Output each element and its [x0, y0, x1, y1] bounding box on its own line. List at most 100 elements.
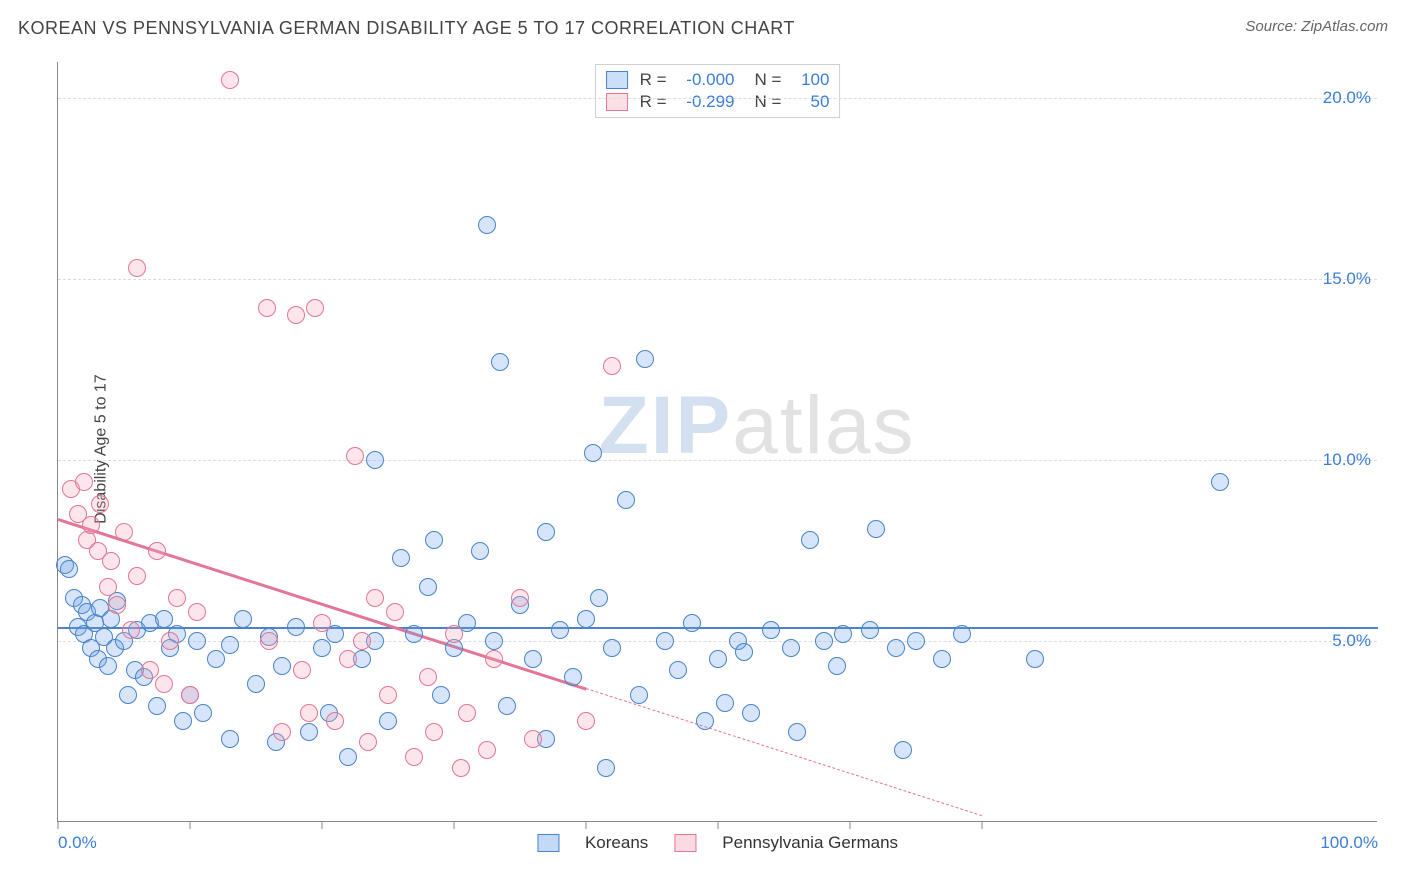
scatter-point [478, 216, 496, 234]
scatter-point [128, 567, 146, 585]
stat-r-value: -0.000 [675, 70, 735, 90]
scatter-point [788, 723, 806, 741]
scatter-point [419, 578, 437, 596]
scatter-point [273, 657, 291, 675]
chart-title: KOREAN VS PENNSYLVANIA GERMAN DISABILITY… [18, 18, 795, 39]
scatter-point [524, 730, 542, 748]
gridline [58, 279, 1377, 280]
scatter-point [258, 299, 276, 317]
scatter-point [524, 650, 542, 668]
scatter-point [108, 596, 126, 614]
scatter-point [188, 603, 206, 621]
scatter-point [174, 712, 192, 730]
x-tick [850, 821, 851, 829]
x-tick-label: 0.0% [58, 833, 97, 853]
scatter-point [419, 668, 437, 686]
plot-area: ZIPatlas R =-0.000N =100R =-0.299N =50 K… [57, 62, 1377, 822]
scatter-point [603, 639, 621, 657]
scatter-point [617, 491, 635, 509]
scatter-point [405, 625, 423, 643]
scatter-point [155, 675, 173, 693]
scatter-point [313, 639, 331, 657]
scatter-point [141, 661, 159, 679]
scatter-point [683, 614, 701, 632]
scatter-point [379, 686, 397, 704]
scatter-point [247, 675, 265, 693]
scatter-point [122, 621, 140, 639]
scatter-point [491, 353, 509, 371]
scatter-point [432, 686, 450, 704]
scatter-point [425, 531, 443, 549]
scatter-point [458, 704, 476, 722]
scatter-point [696, 712, 714, 730]
scatter-point [326, 712, 344, 730]
scatter-point [366, 589, 384, 607]
scatter-point [887, 639, 905, 657]
scatter-point [933, 650, 951, 668]
scatter-point [260, 632, 278, 650]
scatter-point [511, 589, 529, 607]
scatter-point [300, 704, 318, 722]
scatter-point [339, 748, 357, 766]
scatter-point [452, 759, 470, 777]
regression-line [586, 688, 982, 816]
scatter-point [742, 704, 760, 722]
chart-header: KOREAN VS PENNSYLVANIA GERMAN DISABILITY… [0, 0, 1406, 47]
scatter-point [584, 444, 602, 462]
y-tick-label: 20.0% [1323, 88, 1371, 108]
scatter-point [577, 712, 595, 730]
stats-row: R =-0.299N =50 [606, 91, 830, 113]
scatter-point [148, 542, 166, 560]
stats-row: R =-0.000N =100 [606, 69, 830, 91]
scatter-point [386, 603, 404, 621]
x-tick [322, 821, 323, 829]
scatter-point [656, 632, 674, 650]
stat-r-value: -0.299 [675, 92, 735, 112]
x-tick [586, 821, 587, 829]
scatter-point [867, 520, 885, 538]
scatter-point [181, 686, 199, 704]
scatter-point [834, 625, 852, 643]
gridline [58, 460, 1377, 461]
scatter-point [221, 636, 239, 654]
scatter-point [1026, 650, 1044, 668]
scatter-point [597, 759, 615, 777]
x-tick [190, 821, 191, 829]
scatter-point [366, 451, 384, 469]
scatter-point [168, 589, 186, 607]
scatter-point [60, 560, 78, 578]
scatter-point [194, 704, 212, 722]
scatter-point [471, 542, 489, 560]
bottom-legend: KoreansPennsylvania Germans [537, 833, 898, 853]
scatter-point [782, 639, 800, 657]
scatter-point [293, 661, 311, 679]
scatter-point [148, 697, 166, 715]
legend-label: Pennsylvania Germans [722, 833, 898, 853]
scatter-point [91, 495, 109, 513]
x-tick [58, 821, 59, 829]
chart-container: Disability Age 5 to 17 ZIPatlas R =-0.00… [45, 54, 1395, 844]
stat-n-label: N = [755, 92, 782, 112]
scatter-point [221, 730, 239, 748]
scatter-point [234, 610, 252, 628]
scatter-point [445, 625, 463, 643]
scatter-point [287, 306, 305, 324]
scatter-point [577, 610, 595, 628]
source-attribution: Source: ZipAtlas.com [1245, 18, 1388, 35]
scatter-point [735, 643, 753, 661]
scatter-point [590, 589, 608, 607]
scatter-point [359, 733, 377, 751]
x-tick [718, 821, 719, 829]
y-tick-label: 10.0% [1323, 450, 1371, 470]
stats-legend-box: R =-0.000N =100R =-0.299N =50 [595, 64, 841, 118]
scatter-point [630, 686, 648, 704]
x-tick-label: 100.0% [1320, 833, 1378, 853]
scatter-point [669, 661, 687, 679]
scatter-point [762, 621, 780, 639]
scatter-point [716, 694, 734, 712]
scatter-point [537, 523, 555, 541]
stat-n-label: N = [755, 70, 782, 90]
scatter-point [478, 741, 496, 759]
scatter-point [603, 357, 621, 375]
scatter-point [801, 531, 819, 549]
